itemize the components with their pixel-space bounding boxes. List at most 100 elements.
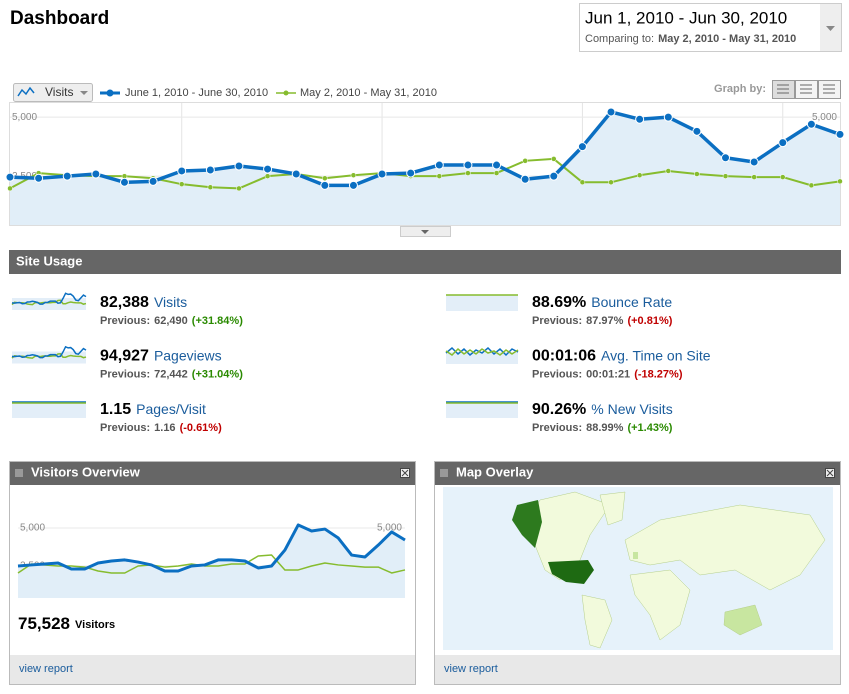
view-report-link[interactable]: view report bbox=[444, 663, 498, 675]
point bbox=[5, 172, 15, 182]
usa bbox=[548, 560, 594, 584]
map-title: Map Overlay bbox=[456, 464, 534, 479]
metric-name: % New Visits bbox=[591, 401, 672, 417]
point bbox=[806, 119, 816, 129]
graph-icons bbox=[777, 84, 835, 94]
point bbox=[322, 175, 328, 182]
view-report-link[interactable]: view report bbox=[19, 663, 73, 675]
sparkline bbox=[445, 346, 519, 357]
point bbox=[350, 172, 357, 178]
change: (+0.81%) bbox=[627, 315, 672, 327]
sparklines-static bbox=[12, 294, 519, 418]
point bbox=[178, 181, 185, 187]
change: (-0.61%) bbox=[180, 422, 223, 434]
metric-previous: Previous: 1.16 (-0.61%) bbox=[100, 422, 222, 434]
metric-value: 1.15 bbox=[100, 401, 131, 418]
metric-value: 88.69% bbox=[532, 294, 586, 311]
greenland bbox=[599, 491, 626, 526]
metric-button-label: Visits bbox=[45, 85, 73, 99]
comparing-label: Comparing to: bbox=[585, 33, 654, 45]
site-usage: 82,388 Visits Previous: 62,490 (+31.84%) 94,9… bbox=[11, 292, 711, 434]
sparkline-bg bbox=[12, 402, 86, 418]
point bbox=[636, 172, 643, 178]
point bbox=[207, 184, 214, 190]
drag-handle[interactable] bbox=[440, 469, 448, 477]
visitors-footer bbox=[10, 655, 415, 684]
metric-name: Bounce Rate bbox=[591, 294, 672, 310]
metric: 90.26% % New Visits bbox=[532, 401, 673, 419]
point bbox=[692, 126, 702, 136]
visitors-header bbox=[10, 462, 415, 485]
point bbox=[722, 173, 729, 179]
point bbox=[551, 156, 557, 162]
previous-label: Previous: bbox=[100, 422, 150, 434]
point bbox=[751, 174, 757, 180]
point bbox=[377, 169, 387, 179]
visitors-total-label: Visitors bbox=[75, 619, 115, 631]
legend-dot bbox=[283, 90, 289, 96]
legend-label: June 1, 2010 - June 30, 2010 bbox=[125, 87, 268, 99]
y-tick-label: 5,000 bbox=[12, 112, 37, 123]
point bbox=[694, 171, 700, 177]
point bbox=[234, 161, 244, 171]
point bbox=[320, 180, 330, 190]
metric-previous: Previous: 62,490 (+31.84%) bbox=[100, 315, 243, 327]
point bbox=[721, 153, 731, 163]
map-header bbox=[435, 462, 840, 485]
area bbox=[18, 524, 405, 598]
metric: 1.15 Pages/Visit bbox=[100, 401, 206, 419]
date-box[interactable] bbox=[579, 3, 842, 52]
point bbox=[492, 160, 502, 170]
point bbox=[663, 112, 673, 122]
metric-name: Visits bbox=[154, 294, 187, 310]
map-footer bbox=[435, 655, 840, 684]
metric: 94,927 Pageviews bbox=[100, 347, 222, 365]
dropdown-arrow bbox=[826, 26, 835, 31]
previous-value: 62,490 bbox=[154, 315, 188, 327]
resize-arrow bbox=[421, 230, 429, 234]
metric-value: 00:01:06 bbox=[532, 348, 596, 365]
point bbox=[778, 138, 788, 148]
previous-label: Previous: bbox=[100, 315, 150, 327]
south-america bbox=[581, 594, 613, 649]
eurasia bbox=[624, 504, 826, 591]
visitors-total: 75,528 Visitors bbox=[18, 614, 115, 633]
point bbox=[635, 114, 645, 124]
point bbox=[577, 142, 587, 152]
point bbox=[463, 160, 473, 170]
point bbox=[522, 158, 528, 164]
previous-label: Previous: bbox=[100, 368, 150, 380]
date-picker[interactable]: Jun 1, 2010 - Jun 30, 2010 Comparing to:… bbox=[579, 3, 842, 52]
metric-name: Pages/Visit bbox=[136, 401, 206, 417]
point bbox=[91, 169, 101, 179]
metric-button[interactable] bbox=[13, 83, 93, 102]
legend-dot bbox=[106, 89, 114, 97]
metric-value: 82,388 bbox=[100, 294, 149, 311]
previous-label: Previous: bbox=[532, 368, 582, 380]
change: (+1.43%) bbox=[627, 422, 672, 434]
point bbox=[549, 171, 559, 181]
drag-handle[interactable] bbox=[15, 469, 23, 477]
point bbox=[665, 168, 672, 174]
series-line bbox=[17, 554, 406, 574]
area bbox=[10, 111, 840, 225]
date-range: Jun 1, 2010 - Jun 30, 2010 bbox=[585, 8, 787, 27]
point bbox=[493, 170, 500, 176]
y-tick-label: 5,000 bbox=[377, 523, 402, 534]
metric-name: Pageviews bbox=[154, 347, 222, 363]
page-title: Dashboard bbox=[10, 8, 109, 29]
legend-label: May 2, 2010 - May 31, 2010 bbox=[300, 87, 437, 99]
y-tick-label: 5,000 bbox=[20, 523, 45, 534]
site-usage-title: Site Usage bbox=[16, 253, 82, 268]
visitors-total-value: 75,528 bbox=[18, 614, 70, 633]
previous-label: Previous: bbox=[532, 422, 582, 434]
uk bbox=[633, 552, 638, 559]
close-icon bbox=[826, 469, 834, 477]
point bbox=[606, 107, 616, 117]
comparing: Comparing to: May 2, 2010 - May 31, 2010 bbox=[585, 33, 796, 45]
change: (+31.84%) bbox=[192, 315, 243, 327]
alaska-canada bbox=[512, 500, 542, 548]
